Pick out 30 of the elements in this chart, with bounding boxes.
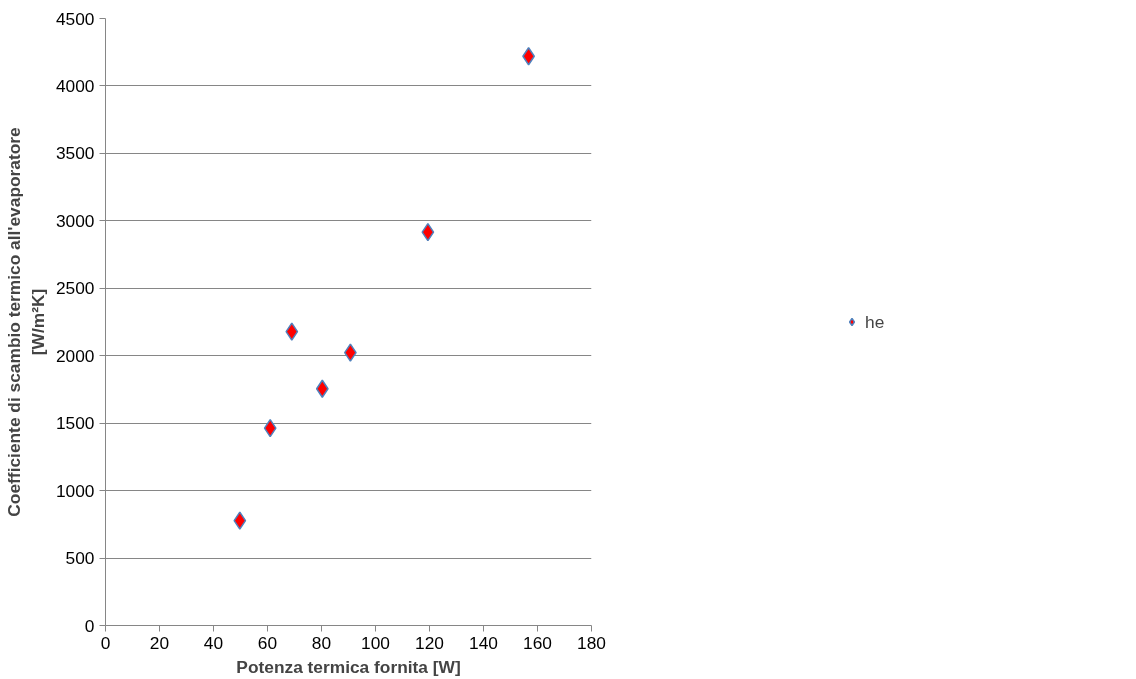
x-tick-label: 120 bbox=[415, 632, 444, 653]
y-tick-label: 1500 bbox=[55, 413, 95, 434]
x-tick-label: 100 bbox=[361, 632, 390, 653]
y-tick-label: 4500 bbox=[55, 8, 95, 29]
point bbox=[315, 379, 329, 399]
point bbox=[522, 47, 536, 66]
point bbox=[285, 322, 299, 341]
x-tick-label: 60 bbox=[257, 632, 278, 653]
x-tick-label: 0 bbox=[100, 632, 111, 653]
x-axis-title: Potenza termica fornita [W] bbox=[236, 656, 461, 677]
point bbox=[343, 343, 357, 362]
y-tick-label: 2000 bbox=[55, 345, 95, 366]
x-tick-label: 20 bbox=[149, 632, 170, 653]
y-tick-label: 4000 bbox=[55, 75, 95, 96]
x-tick-label: 180 bbox=[577, 632, 606, 653]
point bbox=[263, 418, 277, 438]
y-tick-label: 1000 bbox=[55, 480, 95, 501]
legend-label: he bbox=[865, 311, 885, 332]
x-tick-label: 140 bbox=[469, 632, 498, 653]
point bbox=[421, 222, 435, 242]
y-tick-label: 0 bbox=[84, 615, 95, 636]
y-tick-label: 2500 bbox=[55, 278, 95, 299]
x-tick-label: 40 bbox=[203, 632, 224, 653]
y-tick-label: 500 bbox=[65, 548, 95, 569]
x-tick-label: 80 bbox=[311, 632, 332, 653]
point bbox=[233, 511, 247, 530]
y-tick-label: 3000 bbox=[55, 210, 95, 231]
y-axis-title: Coefficiente di scambio termico all'evaporatore [W/m²K] bbox=[3, 126, 48, 517]
x-tick-label: 160 bbox=[523, 632, 552, 653]
y-tick-label: 3500 bbox=[55, 143, 95, 164]
